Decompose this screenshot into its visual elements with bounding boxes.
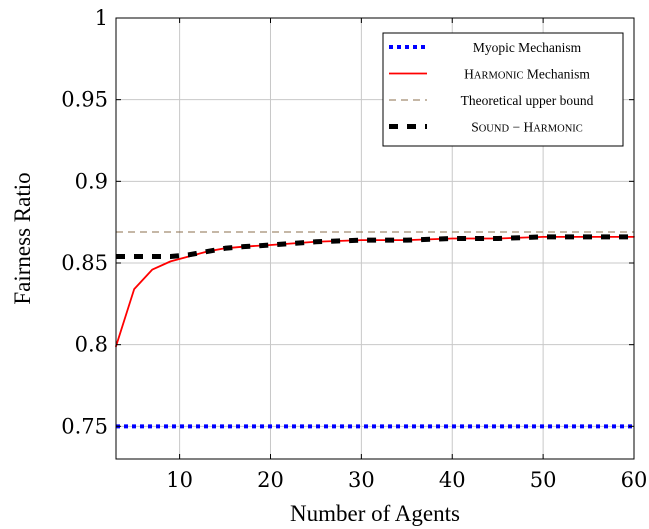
x-tick-label: 50 — [530, 468, 557, 492]
y-tick-label: 0.75 — [61, 414, 108, 438]
series-line-3 — [116, 234, 634, 259]
y-axis-title: Fairness Ratio — [10, 172, 35, 304]
legend-label: HARMONIC Mechanism — [464, 67, 590, 82]
axis-ticks: 10 20 30 40 50 60 0.75 0.8 0.85 0.9 0.95 1 — [61, 6, 647, 492]
x-axis-title: Number of Agents — [290, 501, 460, 526]
legend-label: SOUND − HARMONIC — [471, 120, 583, 135]
y-tick-label: 0.95 — [61, 88, 108, 112]
plot-frame — [115, 17, 635, 460]
legend-box — [382, 32, 624, 147]
legend: Myopic Mechanism HARMONIC Mechanism Theore… — [382, 32, 624, 147]
x-tick-label: 20 — [257, 468, 284, 492]
x-tick-label: 60 — [621, 468, 648, 492]
y-tick-label: 0.8 — [75, 333, 108, 357]
y-tick-label: 0.85 — [61, 251, 108, 275]
x-tick-label: 30 — [348, 468, 375, 492]
legend-label: Myopic Mechanism — [473, 40, 582, 55]
x-tick-label: 40 — [439, 468, 466, 492]
y-tick-label: 0.9 — [75, 169, 108, 193]
series-layer — [115, 231, 635, 429]
legend-label: Theoretical upper bound — [461, 93, 594, 108]
x-tick-label: 10 — [166, 468, 193, 492]
y-tick-label: 1 — [95, 6, 108, 30]
